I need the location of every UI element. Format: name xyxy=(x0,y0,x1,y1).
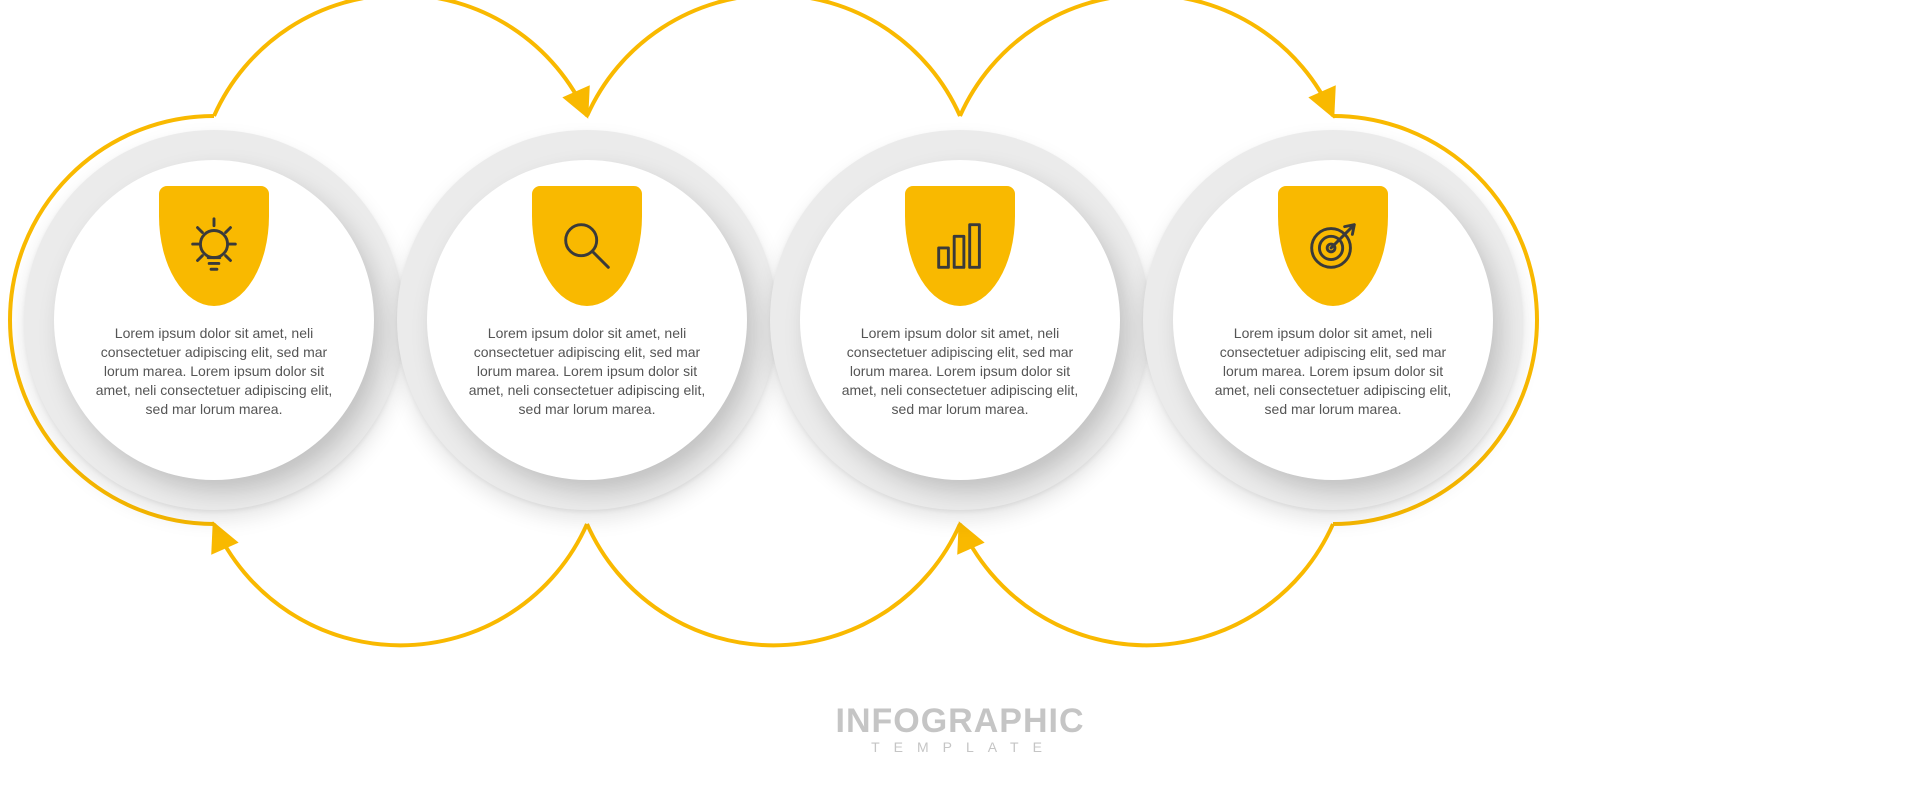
footer-title: INFOGRAPHIC xyxy=(836,702,1085,741)
step-1: Lorem ipsum dolor sit amet, neli consect… xyxy=(24,130,404,510)
shield-badge xyxy=(905,186,1015,306)
step-text: Lorem ipsum dolor sit amet, neli consect… xyxy=(834,324,1086,418)
target-icon xyxy=(1302,215,1364,277)
magnifier-icon xyxy=(556,215,618,277)
step-text: Lorem ipsum dolor sit amet, neli consect… xyxy=(88,324,340,418)
step-text: Lorem ipsum dolor sit amet, neli consect… xyxy=(461,324,713,418)
step-disc: Lorem ipsum dolor sit amet, neli consect… xyxy=(54,160,374,480)
infographic-stage: Lorem ipsum dolor sit amet, neli consect… xyxy=(0,0,1920,795)
step-disc: Lorem ipsum dolor sit amet, neli consect… xyxy=(1173,160,1493,480)
shield-badge xyxy=(1278,186,1388,306)
bar-chart-icon xyxy=(929,215,991,277)
step-text: Lorem ipsum dolor sit amet, neli consect… xyxy=(1207,324,1459,418)
footer-label: INFOGRAPHIC TEMPLATE xyxy=(836,702,1085,755)
lightbulb-icon xyxy=(183,215,245,277)
step-disc: Lorem ipsum dolor sit amet, neli consect… xyxy=(427,160,747,480)
shield-badge xyxy=(532,186,642,306)
step-4: Lorem ipsum dolor sit amet, neli consect… xyxy=(1143,130,1523,510)
shield-badge xyxy=(159,186,269,306)
step-disc: Lorem ipsum dolor sit amet, neli consect… xyxy=(800,160,1120,480)
step-2: Lorem ipsum dolor sit amet, neli consect… xyxy=(397,130,777,510)
step-3: Lorem ipsum dolor sit amet, neli consect… xyxy=(770,130,1150,510)
footer-subtitle: TEMPLATE xyxy=(836,739,1085,755)
